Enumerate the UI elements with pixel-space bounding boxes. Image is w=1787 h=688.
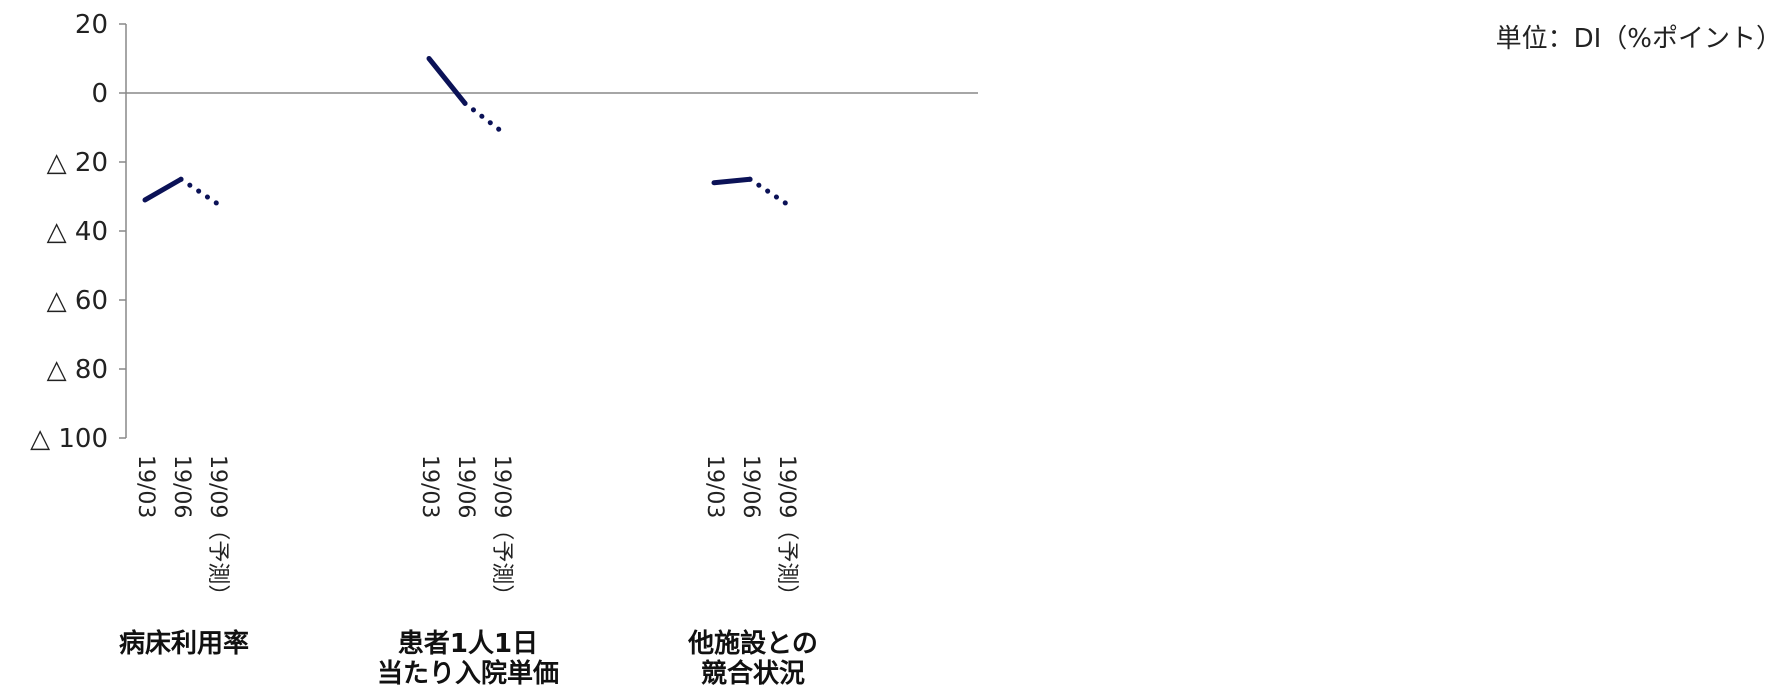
group-label-line: 競合状況 bbox=[701, 658, 805, 688]
group-label-line: 当たり入院単価 bbox=[377, 658, 559, 688]
x-tick-label: 19/03 bbox=[702, 455, 727, 518]
x-tick-label: 19/06 bbox=[453, 455, 478, 518]
series-forecast-line bbox=[462, 100, 504, 134]
group-label-line: 病床利用率 bbox=[119, 628, 249, 659]
x-tick-label: 19/03 bbox=[133, 455, 158, 518]
series-actual-line bbox=[711, 176, 753, 186]
y-tick-label: △ 80 bbox=[47, 355, 108, 385]
y-tick-label: 20 bbox=[75, 10, 108, 40]
x-tick-label: 19/06 bbox=[169, 455, 194, 518]
y-tick-label: △ 40 bbox=[47, 217, 108, 247]
series-forecast-line bbox=[178, 176, 220, 206]
x-tick-label: 19/09（予測） bbox=[205, 455, 230, 606]
x-tick-label: 19/06 bbox=[738, 455, 763, 518]
y-tick-label: 0 bbox=[91, 79, 108, 109]
y-axis-ticks: 20 0 △ 20 △ 40 △ 60 △ 80 △ 100 bbox=[30, 10, 126, 454]
chart-axes bbox=[125, 24, 978, 438]
x-axis-ticks: 19/03 19/06 19/09（予測） 19/03 19/06 19/09（予測） 19… bbox=[133, 455, 799, 606]
x-tick-label: 19/03 bbox=[417, 455, 442, 518]
series-actual-line bbox=[426, 56, 468, 106]
y-tick-label: △ 20 bbox=[47, 148, 108, 178]
group-label-line: 他施設との bbox=[687, 628, 818, 659]
y-tick-label: △ 100 bbox=[30, 424, 108, 454]
x-tick-label: 19/09（予測） bbox=[774, 455, 799, 606]
unit-label: 単位：DI（%ポイント） bbox=[1496, 24, 1782, 54]
series-actual-line bbox=[142, 176, 184, 203]
group-label-line: 患者1人1日 bbox=[398, 629, 538, 659]
chart-series bbox=[142, 56, 789, 206]
x-tick-label: 19/09（予測） bbox=[489, 455, 514, 606]
series-forecast-line bbox=[747, 176, 789, 206]
y-tick-label: △ 60 bbox=[47, 286, 108, 316]
